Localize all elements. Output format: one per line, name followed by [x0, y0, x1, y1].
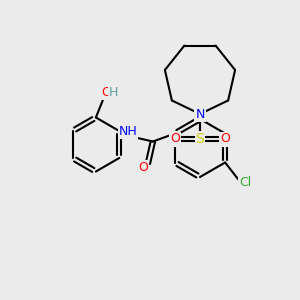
Text: O: O — [138, 161, 148, 174]
Text: O: O — [101, 86, 111, 99]
Text: H: H — [109, 86, 119, 99]
Text: S: S — [196, 132, 204, 146]
Text: O: O — [220, 133, 230, 146]
Text: O: O — [170, 133, 180, 146]
Text: Cl: Cl — [239, 176, 251, 189]
Text: NH: NH — [118, 125, 137, 138]
Text: N: N — [195, 107, 205, 121]
